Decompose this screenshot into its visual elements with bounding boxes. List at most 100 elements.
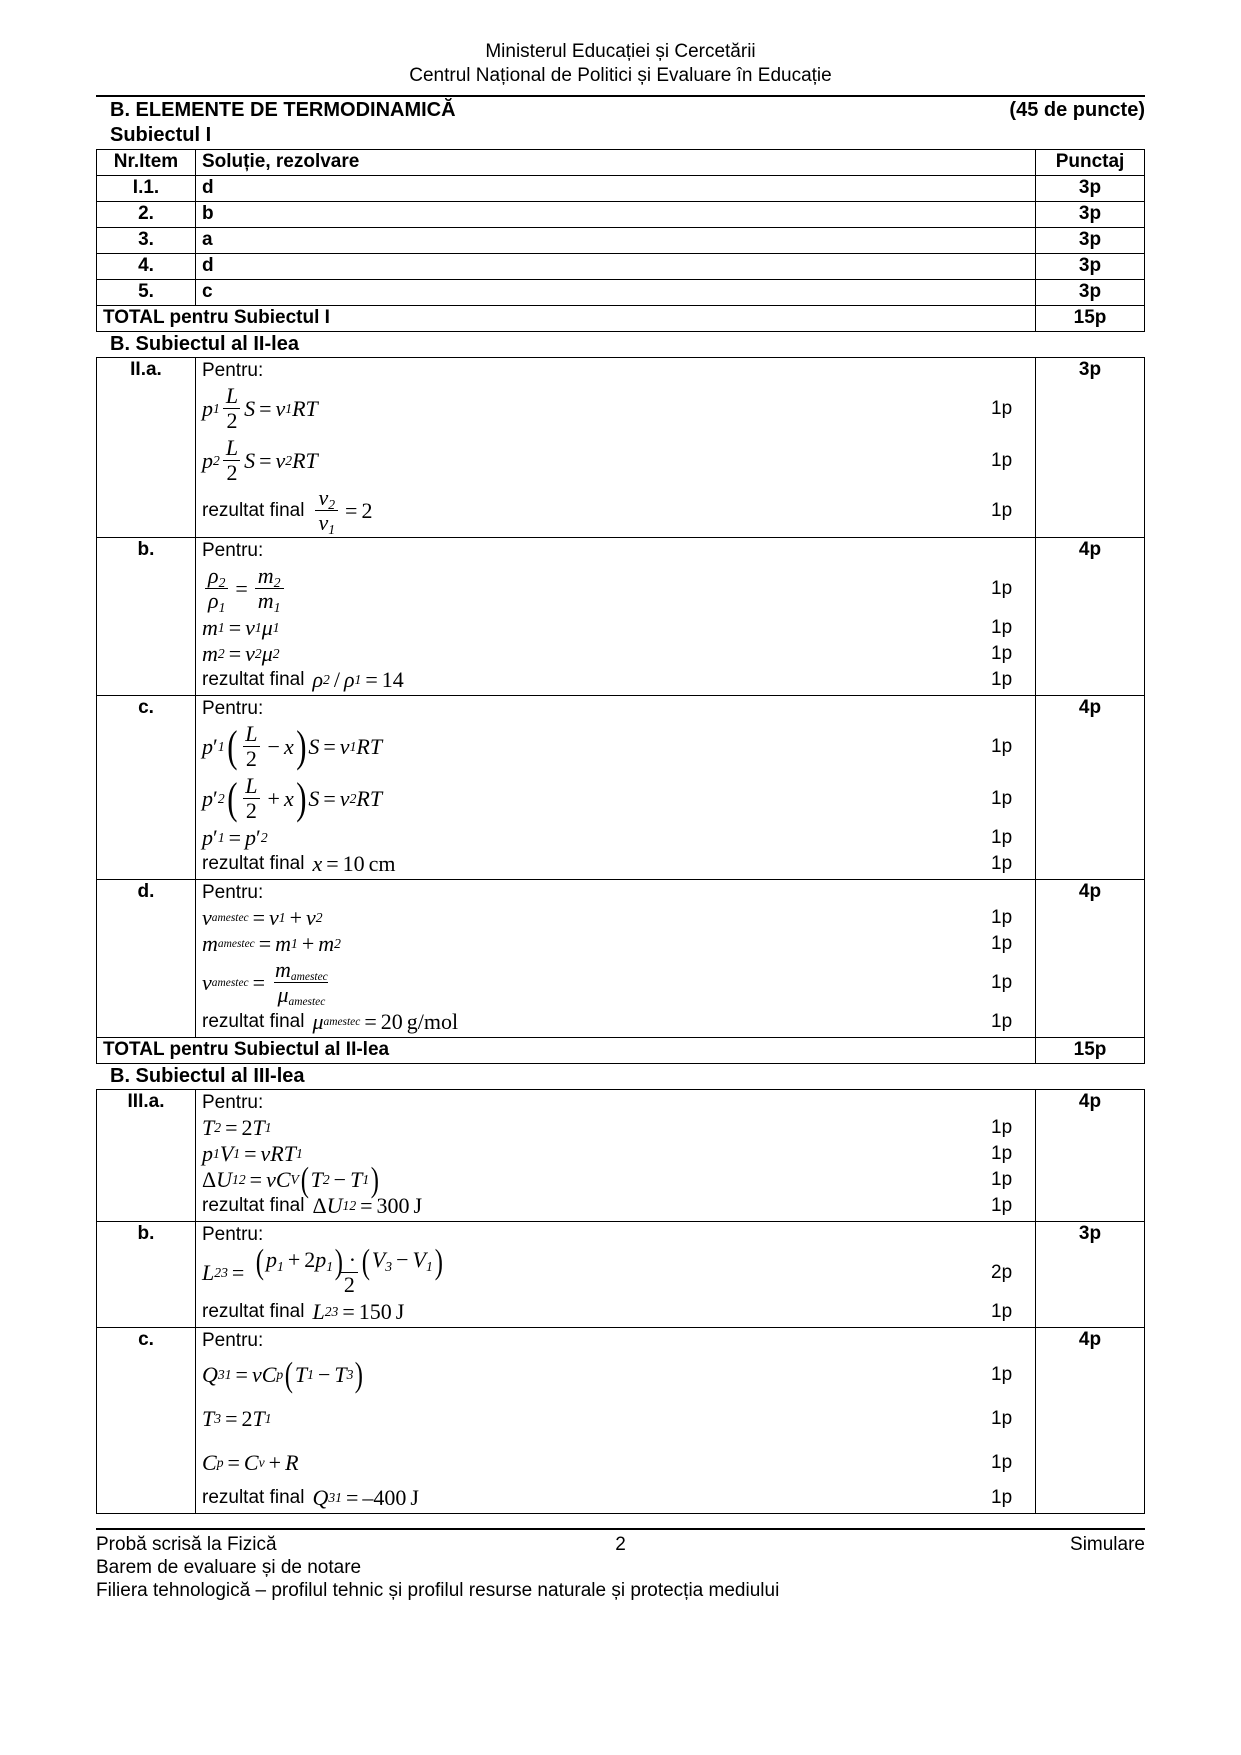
- result-label: rezultat final: [202, 1010, 305, 1032]
- row-item: b.: [96, 536, 196, 696]
- row-item: 5.: [96, 278, 196, 306]
- row-answer: c: [195, 278, 1036, 306]
- result-unit: J: [413, 1192, 423, 1218]
- line-points: 1p: [991, 971, 1013, 993]
- document-header: Ministerul Educației și Cercetării Centr…: [96, 40, 1145, 89]
- formula-line: p ′ 1(L 2− x) S = ν 1 RT 1p: [202, 721, 1029, 773]
- table-row-2d: d. Pentru: ν amestec = ν 1 + ν 2 1p m amestec = m 1…: [96, 878, 1145, 1038]
- row-answer: a: [195, 226, 1036, 254]
- row-points: 4p: [1035, 1326, 1145, 1514]
- line-points: 1p: [991, 1451, 1013, 1473]
- row-item: 2.: [96, 200, 196, 228]
- row-solution: Pentru: Q 31 = νC p(T 1− T 3) 1p T 3 = 2 T 1 1p: [195, 1326, 1036, 1514]
- result-line: rezultat final L 23 = 150 J 1p: [202, 1299, 1029, 1325]
- pentru-label: Pentru:: [202, 1091, 264, 1113]
- result-row: rezultat final x = 10 cm: [202, 850, 396, 876]
- result-value: 150: [358, 1298, 392, 1324]
- footer-page-number: 2: [615, 1533, 626, 1555]
- section-points: (45 de puncte): [1009, 98, 1145, 121]
- pentru-label: Pentru:: [202, 1223, 264, 1245]
- formula-line: p 1 L 2 S = ν 1 RT 1p: [202, 383, 1029, 435]
- row-item: II.a.: [96, 356, 196, 538]
- formula-line: L 23 = (p1 +2p1) · (V3− V1) 2 2p: [202, 1241, 1029, 1299]
- formula-T2: T 2 = 2 T 1: [202, 1114, 272, 1140]
- line-points: 1p: [991, 932, 1013, 954]
- ministry-line: Ministerul Educației și Cercetării: [485, 41, 756, 62]
- table-row-2c: c. Pentru: p ′ 1(L 2− x) S = ν 1 RT 1p p ′ 2(L 2 + x) S…: [96, 694, 1145, 880]
- formula-L23: L 23 = (p1 +2p1) · (V3− V1) 2: [202, 1241, 443, 1297]
- result-row: rezultat final ρ 2/ρ 1 = 14: [202, 666, 404, 692]
- line-points: 1p: [991, 826, 1013, 848]
- line-points: 1p: [991, 1142, 1013, 1164]
- row-answer: b: [195, 200, 1036, 228]
- line-points: 1p: [991, 1010, 1013, 1032]
- row-solution: Pentru: T 2 = 2 T 1 1p p 1 V 1 = νRT 1 1p: [195, 1088, 1036, 1222]
- pentru-label: Pentru:: [202, 539, 264, 561]
- row-points: 4p: [1035, 1088, 1145, 1222]
- table-header-row: Nr.Item Soluție, rezolvare Punctaj: [96, 148, 1145, 176]
- formula-line: T 2 = 2 T 1 1p: [202, 1115, 1029, 1141]
- result-row: rezultat final ν2 ν1 = 2: [202, 484, 373, 537]
- formula-m1: m 1 = ν 1 μ 1: [202, 614, 280, 640]
- result-label: rezultat final: [202, 852, 305, 874]
- line-points: 1p: [991, 852, 1013, 874]
- result-value: 10: [342, 850, 365, 876]
- row-item: 3.: [96, 226, 196, 254]
- result-row: rezultat final L 23 = 150 J: [202, 1298, 405, 1324]
- row-answer: d: [195, 174, 1036, 202]
- row-solution: Pentru: ν amestec = ν 1 + ν 2 1p m amestec = m 1 + m 2…: [195, 878, 1036, 1038]
- row-points: 3p: [1035, 252, 1145, 280]
- table-row-3c: c. Pentru: Q 31 = νC p(T 1− T 3) 1p T 3 = 2 T 1: [96, 1326, 1145, 1514]
- pentru-label: Pentru:: [202, 697, 264, 719]
- result-row: rezultat final Δ U 12 = 300 J: [202, 1192, 423, 1218]
- result-label: rezultat final: [202, 499, 305, 521]
- document-footer: Probă scrisă la Fizică 2 Simulare Barem …: [96, 1527, 1145, 1603]
- formula-deltaU12: Δ U 12 = νC V(T 2− T 1): [202, 1159, 380, 1199]
- row-item: d.: [96, 878, 196, 1038]
- row-points: 3p: [1035, 174, 1145, 202]
- total-label: TOTAL pentru Subiectul I: [96, 304, 1036, 332]
- subject-2-label: B. Subiectul al II-lea: [110, 332, 299, 355]
- table-row: 4. d 3p: [96, 252, 1145, 280]
- formula-pressure-equality: p ′ 1 = p ′ 2: [202, 824, 268, 850]
- result-label: rezultat final: [202, 1194, 305, 1216]
- formula-line: Δ U 12 = νC V(T 2− T 1) 1p: [202, 1159, 1029, 1199]
- result-line: rezultat final Δ U 12 = 300 J 1p: [202, 1193, 1029, 1219]
- row-item: I.1.: [96, 174, 196, 202]
- formula-line: p ′ 2(L 2 + x) S = ν 2 RT 1p: [202, 773, 1029, 825]
- formula-nu-amestec: ν amestec = ν 1 + ν 2: [202, 904, 323, 930]
- line-points: 1p: [991, 397, 1013, 419]
- formula-line: m 2 = ν 2 μ 2 1p: [202, 641, 1029, 667]
- result-row: rezultat final μ amestec = 20 g/mol: [202, 1008, 459, 1034]
- formula-line: ρ2 ρ1 = m2 m1 1p: [202, 563, 1029, 615]
- result-line: rezultat final Q 31 = –400 J 1p: [202, 1485, 1029, 1511]
- subject-2-table: II.a. Pentru: p 1 L 2 S = ν 1 RT 1p p 2 L 2 S = ν 2 RT: [96, 356, 1145, 1064]
- formula-line: T 3 = 2 T 1 1p: [202, 1397, 1029, 1441]
- line-points: 1p: [991, 787, 1013, 809]
- row-points: 3p: [1035, 278, 1145, 306]
- result-value: 20: [380, 1008, 403, 1034]
- row-item: b.: [96, 1220, 196, 1328]
- formula-p2prime: p ′ 2(L 2 + x) S = ν 2 RT: [202, 772, 383, 823]
- table-row: 3. a 3p: [96, 226, 1145, 254]
- footer-filiera-line: Filiera tehnologică – profilul tehnic și…: [96, 1579, 780, 1601]
- formula-line: Q 31 = νC p(T 1− T 3) 1p: [202, 1353, 1029, 1397]
- line-points: 1p: [991, 616, 1013, 638]
- row-solution: Pentru: p 1 L 2 S = ν 1 RT 1p p 2 L 2 S = ν 2 RT 1p: [195, 356, 1036, 538]
- result-value: 300: [376, 1192, 410, 1218]
- formula-p1V1: p 1 V 1 = νRT 1: [202, 1140, 303, 1166]
- formula-T3: T 3 = 2 T 1: [202, 1405, 272, 1431]
- row-points: 3p: [1035, 226, 1145, 254]
- total-points: 15p: [1035, 304, 1145, 332]
- formula-line: p ′ 1 = p ′ 2 1p: [202, 825, 1029, 851]
- table-total-row: TOTAL pentru Subiectul I 15p: [96, 304, 1145, 332]
- formula-m-amestec: m amestec = m 1 + m 2: [202, 930, 341, 956]
- header-points: Punctaj: [1035, 148, 1145, 176]
- line-points: 1p: [991, 1486, 1013, 1508]
- table-total-row: TOTAL pentru Subiectul al II-lea 15p: [96, 1036, 1145, 1064]
- formula-m2: m 2 = ν 2 μ 2: [202, 640, 280, 666]
- table-row: 2. b 3p: [96, 200, 1145, 228]
- line-points: 1p: [991, 735, 1013, 757]
